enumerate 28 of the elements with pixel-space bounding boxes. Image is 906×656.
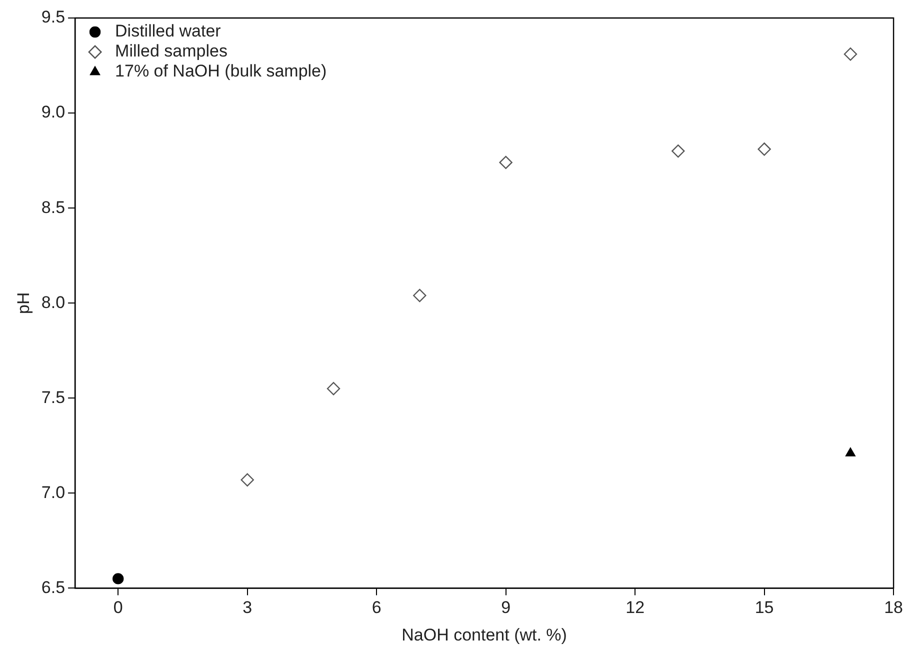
- x-tick-label: 12: [626, 598, 645, 618]
- x-tick-label: 9: [501, 598, 511, 618]
- point: [846, 448, 856, 456]
- y-tick-label: 8.0: [41, 292, 66, 312]
- point: [499, 156, 512, 170]
- y-tick-label: 7.0: [41, 482, 66, 502]
- point: [112, 573, 124, 584]
- point: [240, 473, 254, 486]
- y-tick-label: 6.5: [41, 578, 66, 597]
- x-tick-label: 0: [113, 598, 123, 618]
- y-tick-label: 7.5: [41, 388, 66, 407]
- x-tick-label: 3: [242, 598, 252, 618]
- x-tick-label: 15: [754, 598, 774, 618]
- point: [844, 48, 858, 61]
- y-tick-label: 9.5: [41, 8, 66, 27]
- legend-label: Milled samples: [115, 42, 228, 61]
- y-tick-label: 8.5: [41, 198, 66, 217]
- point: [326, 382, 340, 396]
- legend-label: Distilled water: [115, 22, 222, 41]
- point: [758, 142, 771, 156]
- y-axis-title: pH: [14, 292, 33, 314]
- x-tick-label: 18: [884, 598, 904, 618]
- legend-label: 17% of NaOH (bulk sample): [115, 62, 327, 81]
- point: [672, 144, 685, 158]
- x-tick-label: 6: [372, 598, 382, 618]
- x-axis-title: NaOH content (wt. %): [402, 625, 567, 644]
- y-tick-label: 9.0: [41, 102, 66, 122]
- point: [413, 288, 426, 302]
